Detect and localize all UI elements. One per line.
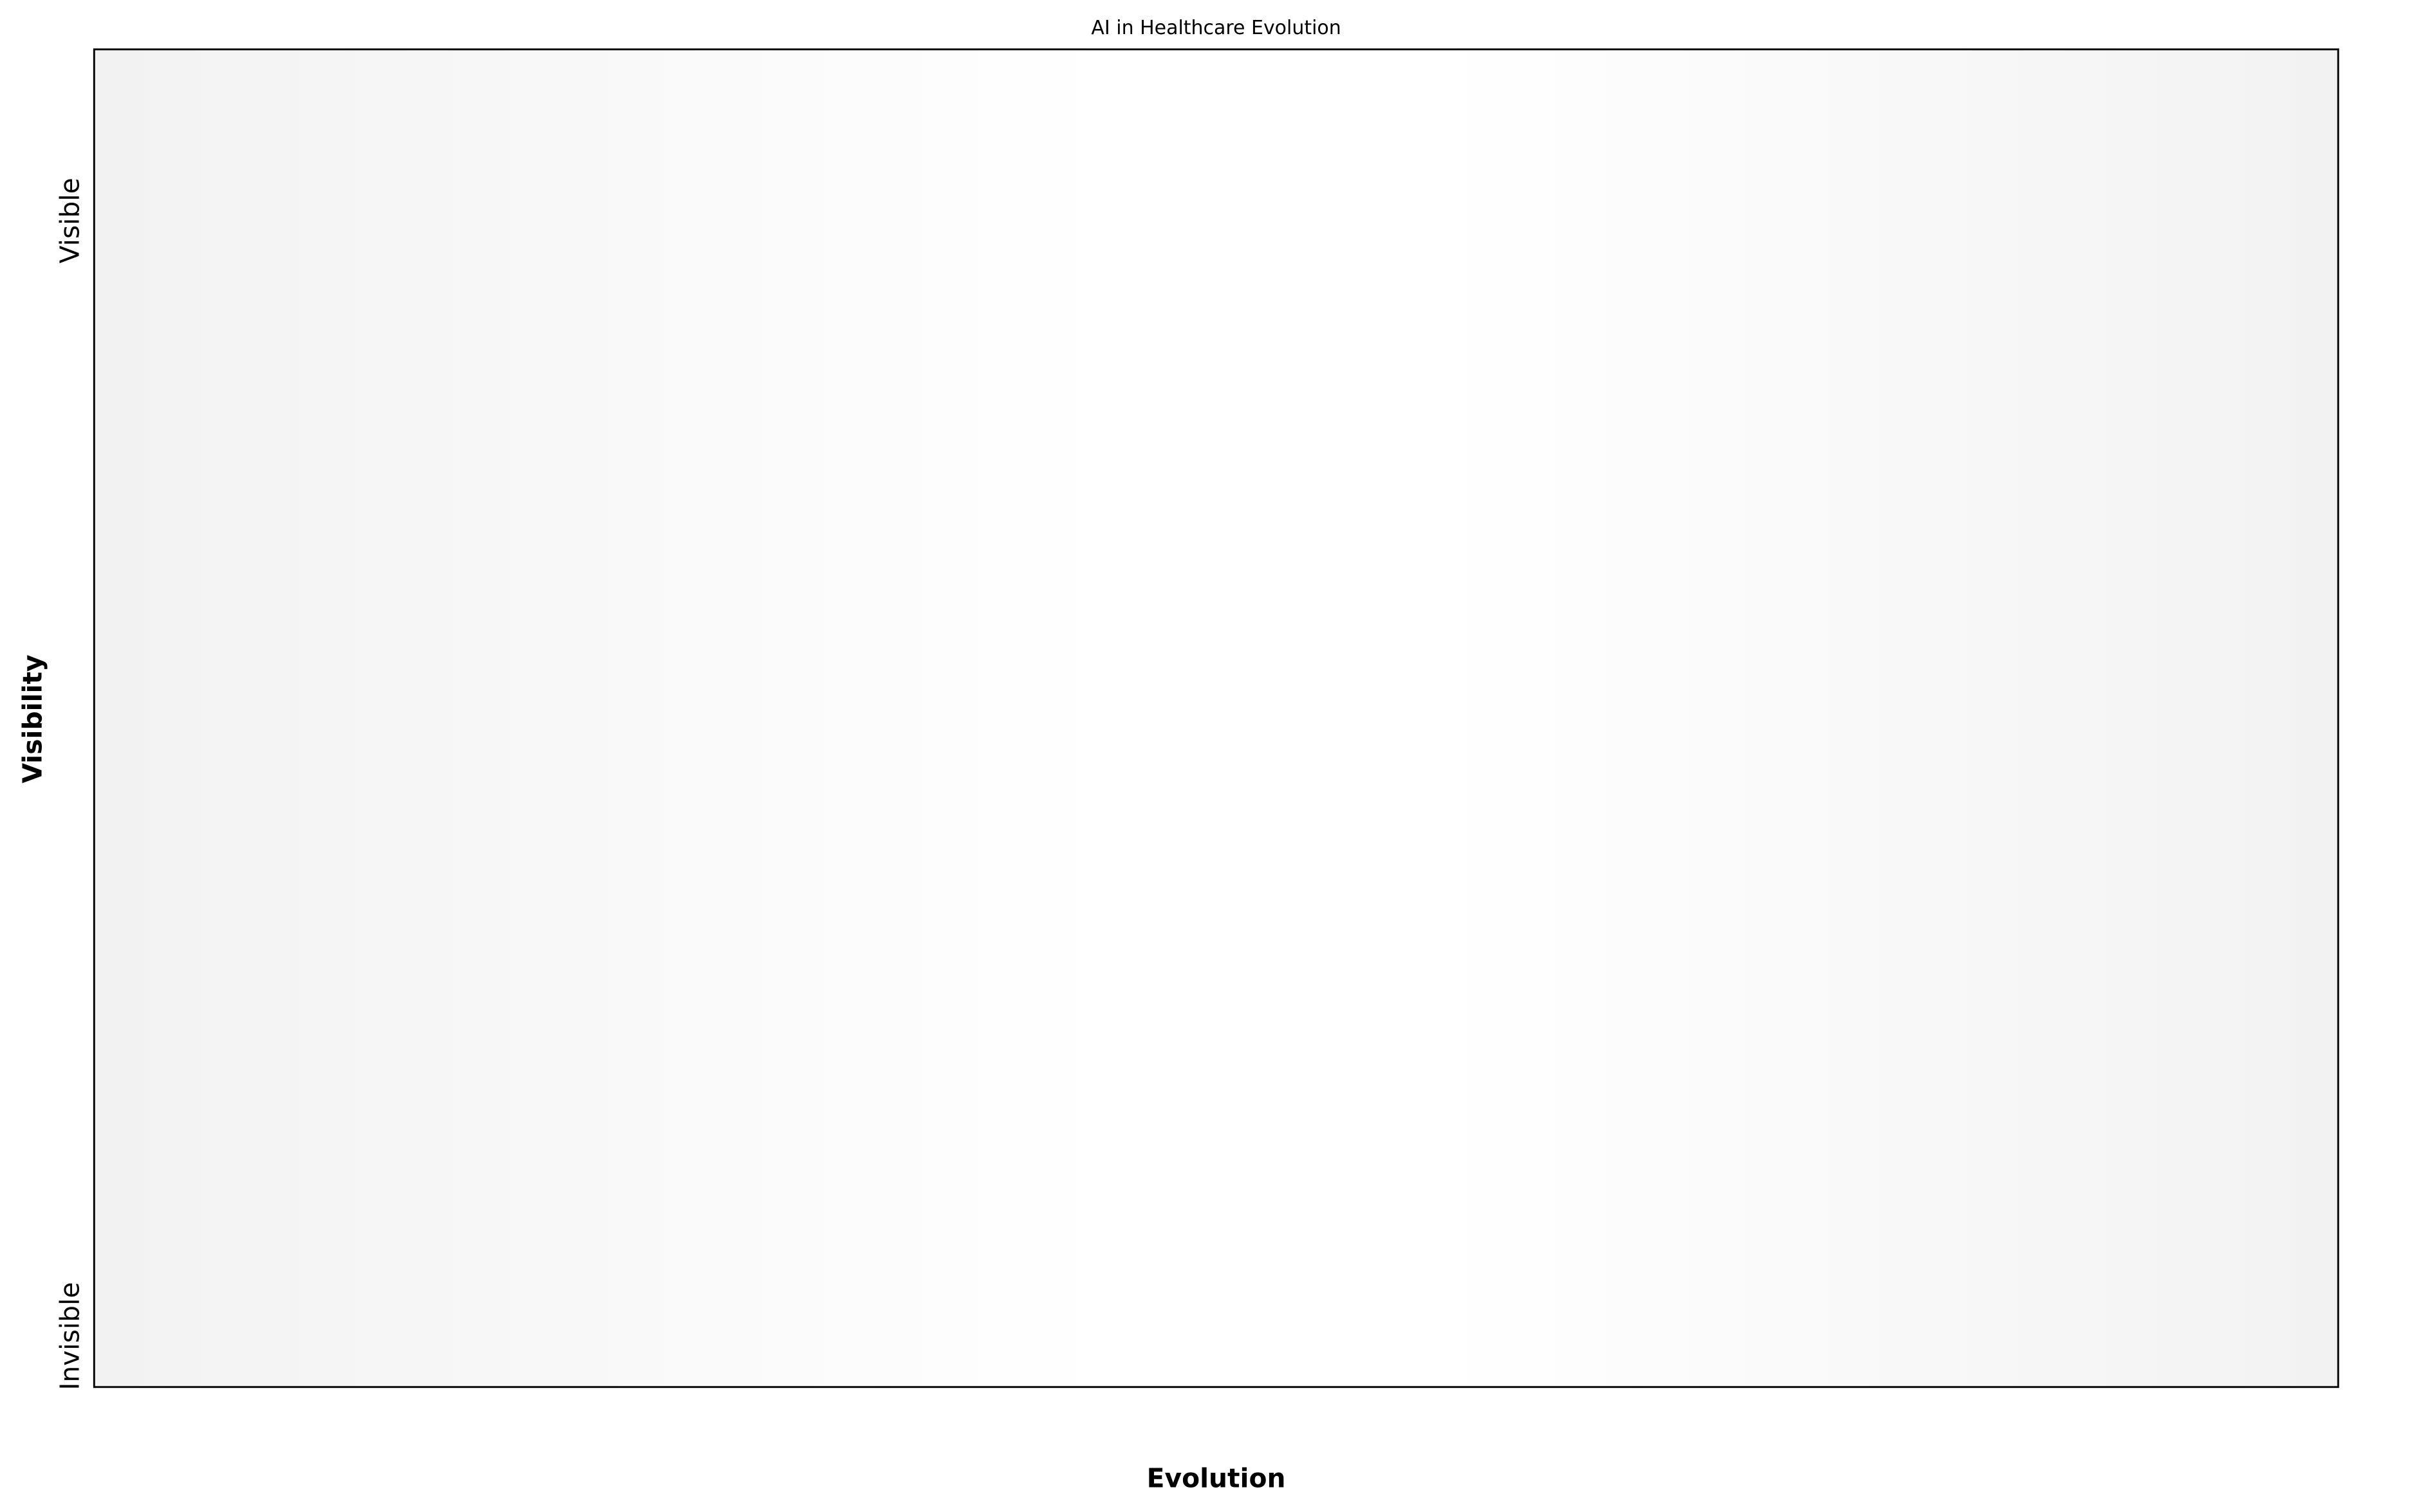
plot-frame	[93, 48, 2340, 1388]
plot-background	[94, 49, 2338, 1387]
y-axis-label: Visibility	[17, 654, 48, 783]
y-top-label: Visible	[54, 178, 85, 263]
x-axis-label: Evolution	[1147, 1463, 1286, 1494]
y-bottom-label: Invisible	[54, 1282, 85, 1390]
chart-title: AI in Healthcare Evolution	[1091, 17, 1341, 39]
